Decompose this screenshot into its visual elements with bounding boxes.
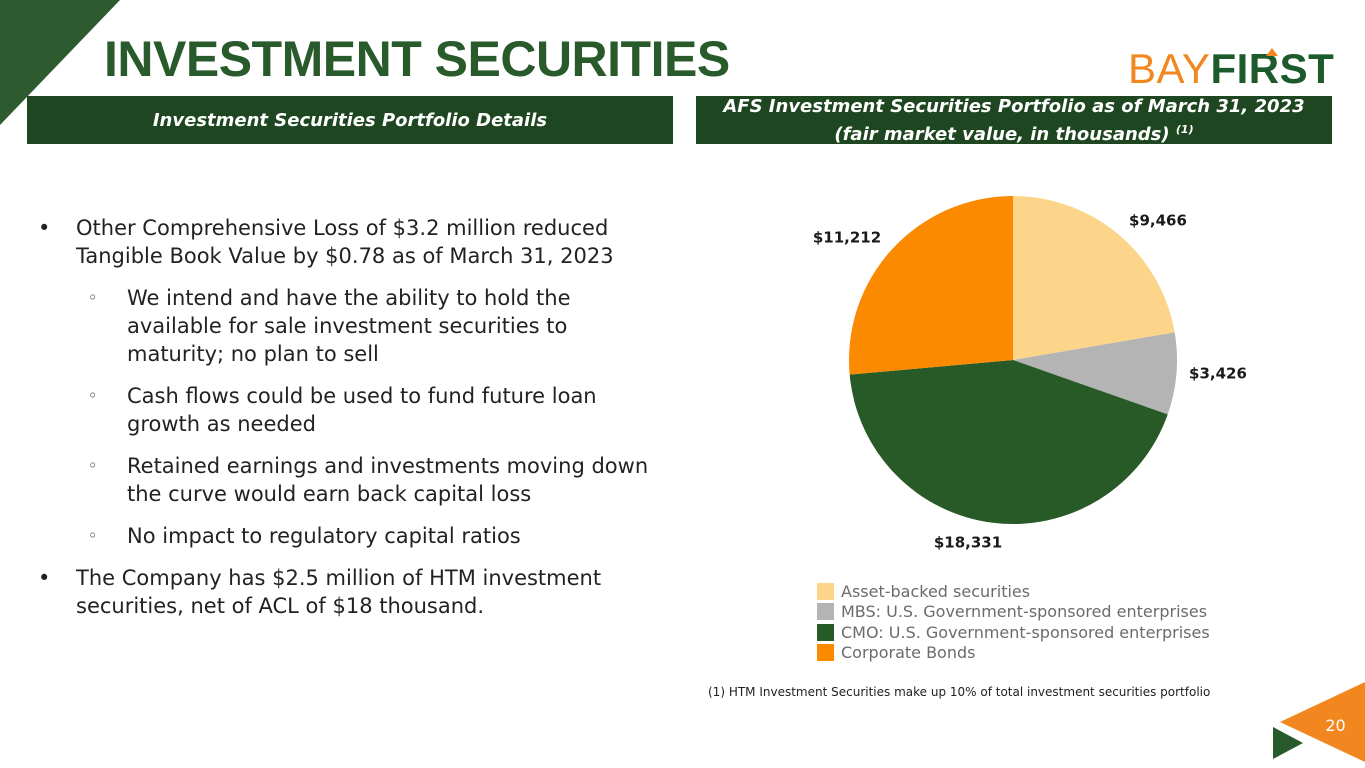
legend-label: Asset-backed securities [841,581,1031,601]
next-arrow-icon [1273,727,1303,759]
sub-bullet-symbol: ◦ [88,526,98,545]
pie-slice [1013,196,1175,360]
legend-item: Asset-backed securities [817,581,1210,602]
legend-label: Corporate Bonds [841,643,976,663]
sub-bullet-item: ◦ No impact to regulatory capital ratios [38,522,668,550]
legend-swatch [817,582,834,600]
legend-swatch [817,603,834,621]
logo-accent-icon [1266,48,1278,56]
pie-chart-legend: Asset-backed securities MBS: U.S. Govern… [817,581,1210,663]
portfolio-details-header: Investment Securities Portfolio Details [27,96,673,144]
pie-data-label: $18,331 [934,534,1002,552]
sub-bullet-text: Cash flows could be used to fund future … [127,384,597,436]
logo-part-bay: BAY [1128,45,1211,92]
legend-item: MBS: U.S. Government-sponsored enterpris… [817,602,1210,623]
sub-bullet-item: ◦ We intend and have the ability to hold … [38,284,668,368]
afs-portfolio-header: AFS Investment Securities Portfolio as o… [696,95,1332,146]
afs-header-note-ref: (1) [1175,122,1194,136]
bullet-item: • Other Comprehensive Loss of $3.2 millio… [38,214,668,270]
bullet-item: • The Company has $2.5 million of HTM inv… [38,564,668,620]
page-number: 20 [1325,716,1346,735]
sub-bullet-text: Retained earnings and investments moving… [127,454,649,506]
afs-header-line2: (fair market value, in thousands) [834,123,1170,145]
portfolio-details-header-label: Investment Securities Portfolio Details [152,109,548,131]
sub-bullet-text: We intend and have the ability to hold t… [127,286,571,366]
sub-bullet-item: ◦ Cash flows could be used to fund future… [38,382,668,438]
bullet-symbol: • [38,216,51,240]
pie-data-label: $9,466 [1129,212,1187,230]
bullet-text: The Company has $2.5 million of HTM inve… [76,566,602,618]
legend-label: CMO: U.S. Government-sponsored enterpris… [841,622,1210,642]
sub-bullet-symbol: ◦ [88,456,98,475]
pie-slice [849,360,1168,524]
legend-swatch [817,623,834,641]
sub-bullet-symbol: ◦ [88,386,98,405]
legend-swatch [817,644,834,662]
pie-slice [849,196,1013,375]
company-logo: BAYFIRST [1128,48,1334,90]
bullet-symbol: • [38,566,51,590]
page-title: INVESTMENT SECURITIES [104,31,730,87]
sub-bullet-text: No impact to regulatory capital ratios [127,524,521,548]
sub-bullet-symbol: ◦ [88,288,98,307]
pie-slice [1013,332,1177,415]
afs-header-line1: AFS Investment Securities Portfolio as o… [723,95,1305,117]
bullet-text: Other Comprehensive Loss of $3.2 million… [76,216,614,268]
footnote: (1) HTM Investment Securities make up 10… [708,685,1211,699]
sub-bullet-item: ◦ Retained earnings and investments movin… [38,452,668,508]
bullet-list: • Other Comprehensive Loss of $3.2 millio… [38,214,668,634]
legend-item: CMO: U.S. Government-sponsored enterpris… [817,622,1210,643]
pie-data-label: $3,426 [1189,365,1247,383]
afs-header-line2-wrap: (fair market value, in thousands) (1) [834,118,1193,146]
pie-data-label: $11,212 [813,229,881,247]
legend-item: Corporate Bonds [817,643,1210,664]
legend-label: MBS: U.S. Government-sponsored enterpris… [841,602,1208,622]
afs-portfolio-pie-chart: $9,466 $3,426 $18,331 $11,212 [813,196,1247,552]
